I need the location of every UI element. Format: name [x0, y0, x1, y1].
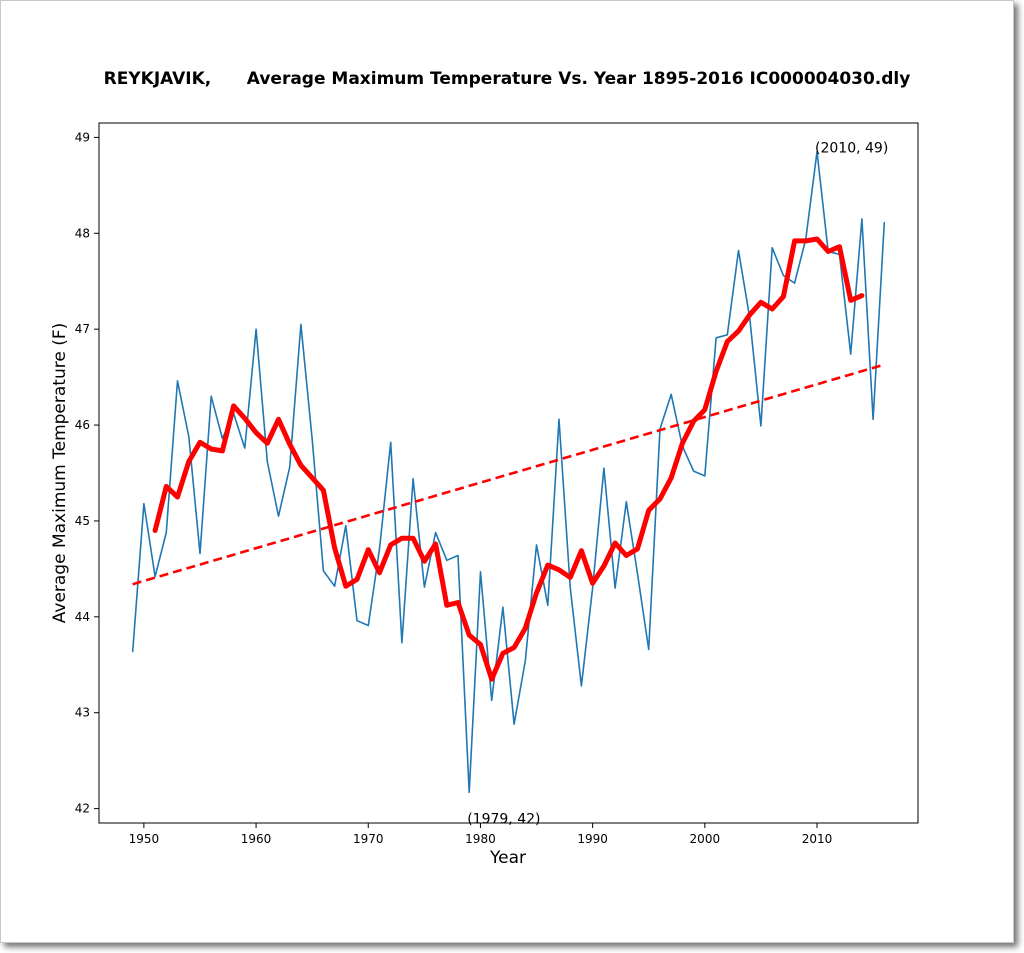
x-axis-label: Year: [489, 848, 526, 868]
y-tick-label: 43: [75, 706, 90, 720]
x-tick-label: 1950: [129, 832, 160, 846]
y-tick-label: 44: [75, 610, 90, 624]
x-tick-label: 1960: [241, 832, 272, 846]
y-tick-label: 49: [75, 130, 90, 144]
axes-frame: [98, 122, 919, 824]
series-smoothed-line: [152, 236, 865, 682]
y-tick-label: 47: [75, 322, 90, 336]
annotation-label: (1979, 42): [467, 812, 540, 828]
annotation-label: (2010, 49): [815, 140, 888, 156]
figure-frame: REYKJAVIK, Average Maximum Temperature V…: [0, 0, 1014, 943]
plot-area: 1950 1960 1970 1980 1990 2000 2010 42 43 44 45 46 47…: [75, 122, 919, 846]
chart-title: REYKJAVIK, Average Maximum Temperature V…: [103, 69, 911, 89]
x-tick-label: 1970: [353, 832, 384, 846]
series-trend-line: [132, 363, 885, 586]
y-tick-label: 42: [75, 802, 90, 816]
y-tick-label: 48: [75, 226, 90, 240]
y-tick-label: 45: [75, 514, 90, 528]
x-tick-label: 2010: [802, 832, 833, 846]
x-tick-label: 2000: [690, 832, 721, 846]
x-tick-label: 1980: [465, 832, 496, 846]
chart-svg: 1950 1960 1970 1980 1990 2000 2010 42 43 44 45 46 47…: [50, 122, 919, 868]
y-tick-label: 46: [75, 418, 90, 432]
series-annual-line: [131, 151, 886, 794]
y-axis-label: Average Maximum Temperature (F): [50, 323, 70, 624]
x-tick-label: 1990: [577, 832, 608, 846]
